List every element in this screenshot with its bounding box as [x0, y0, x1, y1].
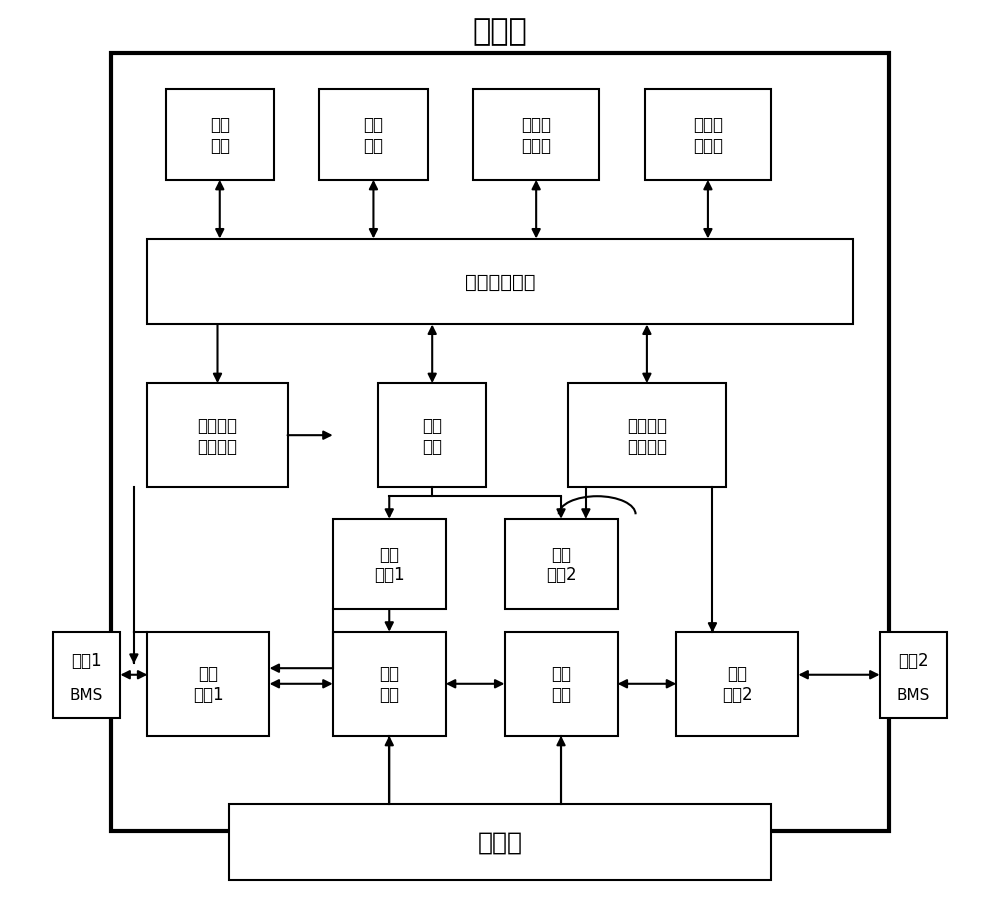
- Bar: [645, 90, 771, 181]
- Text: 充电
接口2: 充电 接口2: [722, 665, 753, 703]
- Bar: [880, 632, 947, 718]
- Text: 计费
单元: 计费 单元: [210, 116, 230, 154]
- Text: 充电过程
保护单元: 充电过程 保护单元: [627, 416, 667, 455]
- Text: 车辆2: 车辆2: [898, 651, 929, 669]
- Text: 通信
单元: 通信 单元: [422, 416, 442, 455]
- Bar: [147, 632, 269, 736]
- Text: 导引
控制1: 导引 控制1: [374, 545, 405, 583]
- Text: BMS: BMS: [897, 687, 930, 703]
- Bar: [147, 384, 288, 488]
- Bar: [333, 519, 446, 610]
- Bar: [505, 632, 618, 736]
- Bar: [53, 632, 120, 718]
- Text: 通信
单元: 通信 单元: [379, 665, 399, 703]
- Bar: [505, 519, 618, 610]
- Text: 刷卡
单元: 刷卡 单元: [363, 116, 383, 154]
- Text: 充电机: 充电机: [478, 830, 522, 854]
- Bar: [147, 239, 853, 325]
- Bar: [676, 632, 798, 736]
- Text: 低压辅助
电源单元: 低压辅助 电源单元: [198, 416, 238, 455]
- Bar: [319, 90, 428, 181]
- Text: 充电
接口1: 充电 接口1: [193, 665, 224, 703]
- Text: 充电桩: 充电桩: [473, 17, 527, 46]
- Text: 人机界
面单元: 人机界 面单元: [693, 116, 723, 154]
- Bar: [378, 384, 486, 488]
- Bar: [568, 384, 726, 488]
- Bar: [473, 90, 599, 181]
- Text: 导引
控制2: 导引 控制2: [546, 545, 576, 583]
- Bar: [166, 90, 274, 181]
- Text: 中央控制单元: 中央控制单元: [465, 273, 535, 292]
- Text: 车辆1: 车辆1: [71, 651, 102, 669]
- Text: 通信
单元: 通信 单元: [551, 665, 571, 703]
- Text: 能量调
度单元: 能量调 度单元: [521, 116, 551, 154]
- Bar: [229, 804, 771, 880]
- Text: BMS: BMS: [70, 687, 103, 703]
- Bar: [333, 632, 446, 736]
- Bar: [111, 54, 889, 831]
